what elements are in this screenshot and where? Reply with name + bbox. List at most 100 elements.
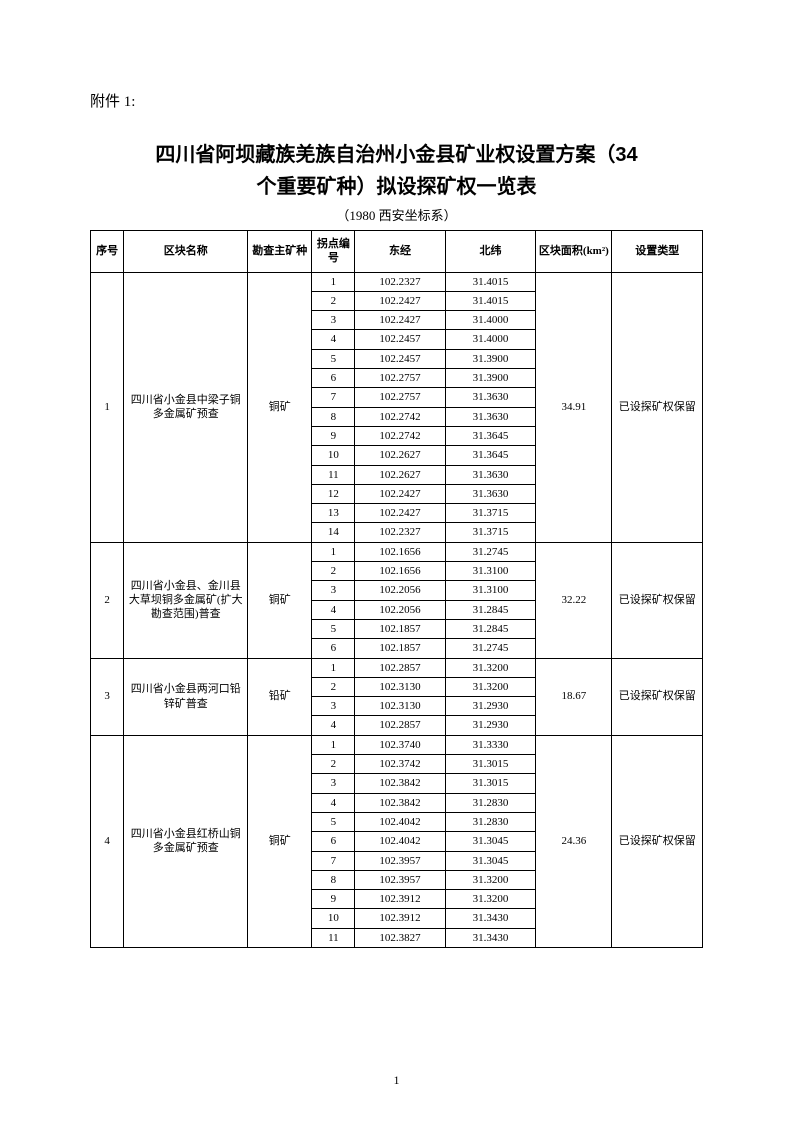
mineral-cell: 铜矿 <box>248 272 312 542</box>
longitude-cell: 102.2056 <box>355 581 445 600</box>
col-latitude: 北纬 <box>445 231 535 273</box>
col-area: 区块面积(km²) <box>536 231 612 273</box>
point-no-cell: 4 <box>312 716 355 735</box>
longitude-cell: 102.3827 <box>355 928 445 947</box>
longitude-cell: 102.2457 <box>355 330 445 349</box>
point-no-cell: 3 <box>312 581 355 600</box>
longitude-cell: 102.3912 <box>355 909 445 928</box>
point-no-cell: 4 <box>312 600 355 619</box>
latitude-cell: 31.2830 <box>445 793 535 812</box>
latitude-cell: 31.3100 <box>445 581 535 600</box>
latitude-cell: 31.3630 <box>445 388 535 407</box>
area-cell: 34.91 <box>536 272 612 542</box>
point-no-cell: 6 <box>312 369 355 388</box>
longitude-cell: 102.2742 <box>355 407 445 426</box>
type-cell: 已设探矿权保留 <box>612 542 703 658</box>
point-no-cell: 2 <box>312 291 355 310</box>
latitude-cell: 31.3200 <box>445 658 535 677</box>
longitude-cell: 102.2857 <box>355 658 445 677</box>
col-mineral: 勘查主矿种 <box>248 231 312 273</box>
point-no-cell: 6 <box>312 832 355 851</box>
longitude-cell: 102.2742 <box>355 426 445 445</box>
point-no-cell: 9 <box>312 890 355 909</box>
point-no-cell: 1 <box>312 658 355 677</box>
latitude-cell: 31.3630 <box>445 407 535 426</box>
point-no-cell: 4 <box>312 330 355 349</box>
longitude-cell: 102.3842 <box>355 774 445 793</box>
latitude-cell: 31.2830 <box>445 812 535 831</box>
block-name-cell: 四川省小金县、金川县大草坝铜多金属矿(扩大勘查范围)普查 <box>124 542 248 658</box>
longitude-cell: 102.2327 <box>355 272 445 291</box>
longitude-cell: 102.2757 <box>355 388 445 407</box>
seq-cell: 1 <box>91 272 124 542</box>
seq-cell: 2 <box>91 542 124 658</box>
latitude-cell: 31.3900 <box>445 369 535 388</box>
block-name-cell: 四川省小金县红桥山铜多金属矿预查 <box>124 735 248 947</box>
latitude-cell: 31.4000 <box>445 330 535 349</box>
latitude-cell: 31.2845 <box>445 619 535 638</box>
longitude-cell: 102.2427 <box>355 504 445 523</box>
longitude-cell: 102.4042 <box>355 832 445 851</box>
latitude-cell: 31.3200 <box>445 870 535 889</box>
latitude-cell: 31.4000 <box>445 311 535 330</box>
latitude-cell: 31.3015 <box>445 755 535 774</box>
longitude-cell: 102.3842 <box>355 793 445 812</box>
col-point-no: 拐点编号 <box>312 231 355 273</box>
longitude-cell: 102.3957 <box>355 851 445 870</box>
longitude-cell: 102.3130 <box>355 697 445 716</box>
longitude-cell: 102.2327 <box>355 523 445 542</box>
longitude-cell: 102.2427 <box>355 484 445 503</box>
mining-rights-table: 序号 区块名称 勘查主矿种 拐点编号 东经 北纬 区块面积(km²) 设置类型 … <box>90 230 703 948</box>
type-cell: 已设探矿权保留 <box>612 735 703 947</box>
latitude-cell: 31.3100 <box>445 562 535 581</box>
col-longitude: 东经 <box>355 231 445 273</box>
table-row: 1四川省小金县中梁子铜多金属矿预查铜矿1102.232731.401534.91… <box>91 272 703 291</box>
col-type: 设置类型 <box>612 231 703 273</box>
longitude-cell: 102.2056 <box>355 600 445 619</box>
point-no-cell: 3 <box>312 697 355 716</box>
longitude-cell: 102.1857 <box>355 639 445 658</box>
point-no-cell: 3 <box>312 311 355 330</box>
document-page: 附件 1: 四川省阿坝藏族羌族自治州小金县矿业权设置方案（34 个重要矿种）拟设… <box>0 0 793 1122</box>
latitude-cell: 31.2930 <box>445 697 535 716</box>
point-no-cell: 5 <box>312 619 355 638</box>
longitude-cell: 102.2427 <box>355 291 445 310</box>
latitude-cell: 31.3200 <box>445 677 535 696</box>
latitude-cell: 31.2745 <box>445 542 535 561</box>
latitude-cell: 31.3900 <box>445 349 535 368</box>
latitude-cell: 31.3430 <box>445 909 535 928</box>
point-no-cell: 5 <box>312 812 355 831</box>
longitude-cell: 102.2627 <box>355 465 445 484</box>
latitude-cell: 31.2745 <box>445 639 535 658</box>
table-row: 2四川省小金县、金川县大草坝铜多金属矿(扩大勘查范围)普查铜矿1102.1656… <box>91 542 703 561</box>
page-number: 1 <box>0 1073 793 1088</box>
latitude-cell: 31.3330 <box>445 735 535 754</box>
latitude-cell: 31.3045 <box>445 832 535 851</box>
mineral-cell: 铜矿 <box>248 735 312 947</box>
longitude-cell: 102.1656 <box>355 562 445 581</box>
point-no-cell: 5 <box>312 349 355 368</box>
point-no-cell: 8 <box>312 870 355 889</box>
main-title: 四川省阿坝藏族羌族自治州小金县矿业权设置方案（34 个重要矿种）拟设探矿权一览表 <box>90 139 703 203</box>
latitude-cell: 31.3645 <box>445 446 535 465</box>
latitude-cell: 31.3715 <box>445 523 535 542</box>
longitude-cell: 102.2457 <box>355 349 445 368</box>
point-no-cell: 11 <box>312 465 355 484</box>
title-line-1: 四川省阿坝藏族羌族自治州小金县矿业权设置方案（34 <box>155 144 637 166</box>
type-cell: 已设探矿权保留 <box>612 272 703 542</box>
attachment-label: 附件 1: <box>90 90 703 111</box>
longitude-cell: 102.3742 <box>355 755 445 774</box>
latitude-cell: 31.4015 <box>445 272 535 291</box>
longitude-cell: 102.2427 <box>355 311 445 330</box>
latitude-cell: 31.2845 <box>445 600 535 619</box>
seq-cell: 4 <box>91 735 124 947</box>
point-no-cell: 1 <box>312 542 355 561</box>
latitude-cell: 31.3630 <box>445 465 535 484</box>
area-cell: 18.67 <box>536 658 612 735</box>
latitude-cell: 31.3045 <box>445 851 535 870</box>
latitude-cell: 31.3200 <box>445 890 535 909</box>
longitude-cell: 102.3740 <box>355 735 445 754</box>
type-cell: 已设探矿权保留 <box>612 658 703 735</box>
point-no-cell: 4 <box>312 793 355 812</box>
point-no-cell: 1 <box>312 272 355 291</box>
